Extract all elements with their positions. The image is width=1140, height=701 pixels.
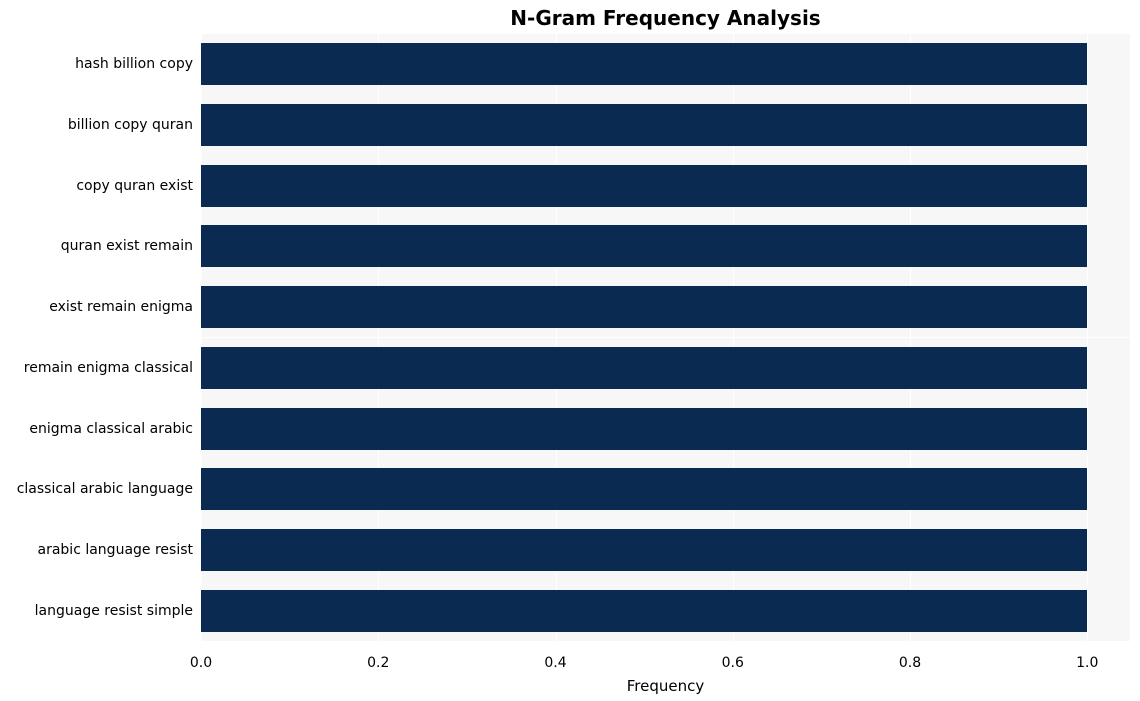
x-tick-label: 0.8: [899, 655, 921, 671]
ngram-frequency-chart: N-Gram Frequency Analysis hash billion c…: [0, 0, 1140, 701]
bar: [201, 286, 1087, 328]
bar: [201, 43, 1087, 85]
bar: [201, 165, 1087, 207]
y-tick-label: quran exist remain: [3, 239, 193, 253]
bar: [201, 590, 1087, 632]
y-tick-label: enigma classical arabic: [3, 422, 193, 436]
x-tick-label: 0.4: [544, 655, 566, 671]
x-tick-label: 1.0: [1076, 655, 1098, 671]
x-axis-label: Frequency: [0, 677, 1140, 695]
y-tick-label: copy quran exist: [3, 179, 193, 193]
x-tick-label: 0.6: [722, 655, 744, 671]
y-tick-label: remain enigma classical: [3, 361, 193, 375]
y-tick-label: arabic language resist: [3, 543, 193, 557]
bar: [201, 225, 1087, 267]
bar: [201, 104, 1087, 146]
plot-area: [201, 34, 1130, 641]
bar: [201, 468, 1087, 510]
x-tick-label: 0.2: [367, 655, 389, 671]
bar: [201, 529, 1087, 571]
y-tick-label: hash billion copy: [3, 57, 193, 71]
bar: [201, 408, 1087, 450]
y-tick-label: billion copy quran: [3, 118, 193, 132]
bar: [201, 347, 1087, 389]
y-tick-label: language resist simple: [3, 604, 193, 618]
y-tick-label: classical arabic language: [3, 482, 193, 496]
gridline: [1087, 34, 1088, 641]
y-tick-label: exist remain enigma: [3, 300, 193, 314]
x-tick-label: 0.0: [190, 655, 212, 671]
chart-title: N-Gram Frequency Analysis: [0, 6, 1140, 30]
